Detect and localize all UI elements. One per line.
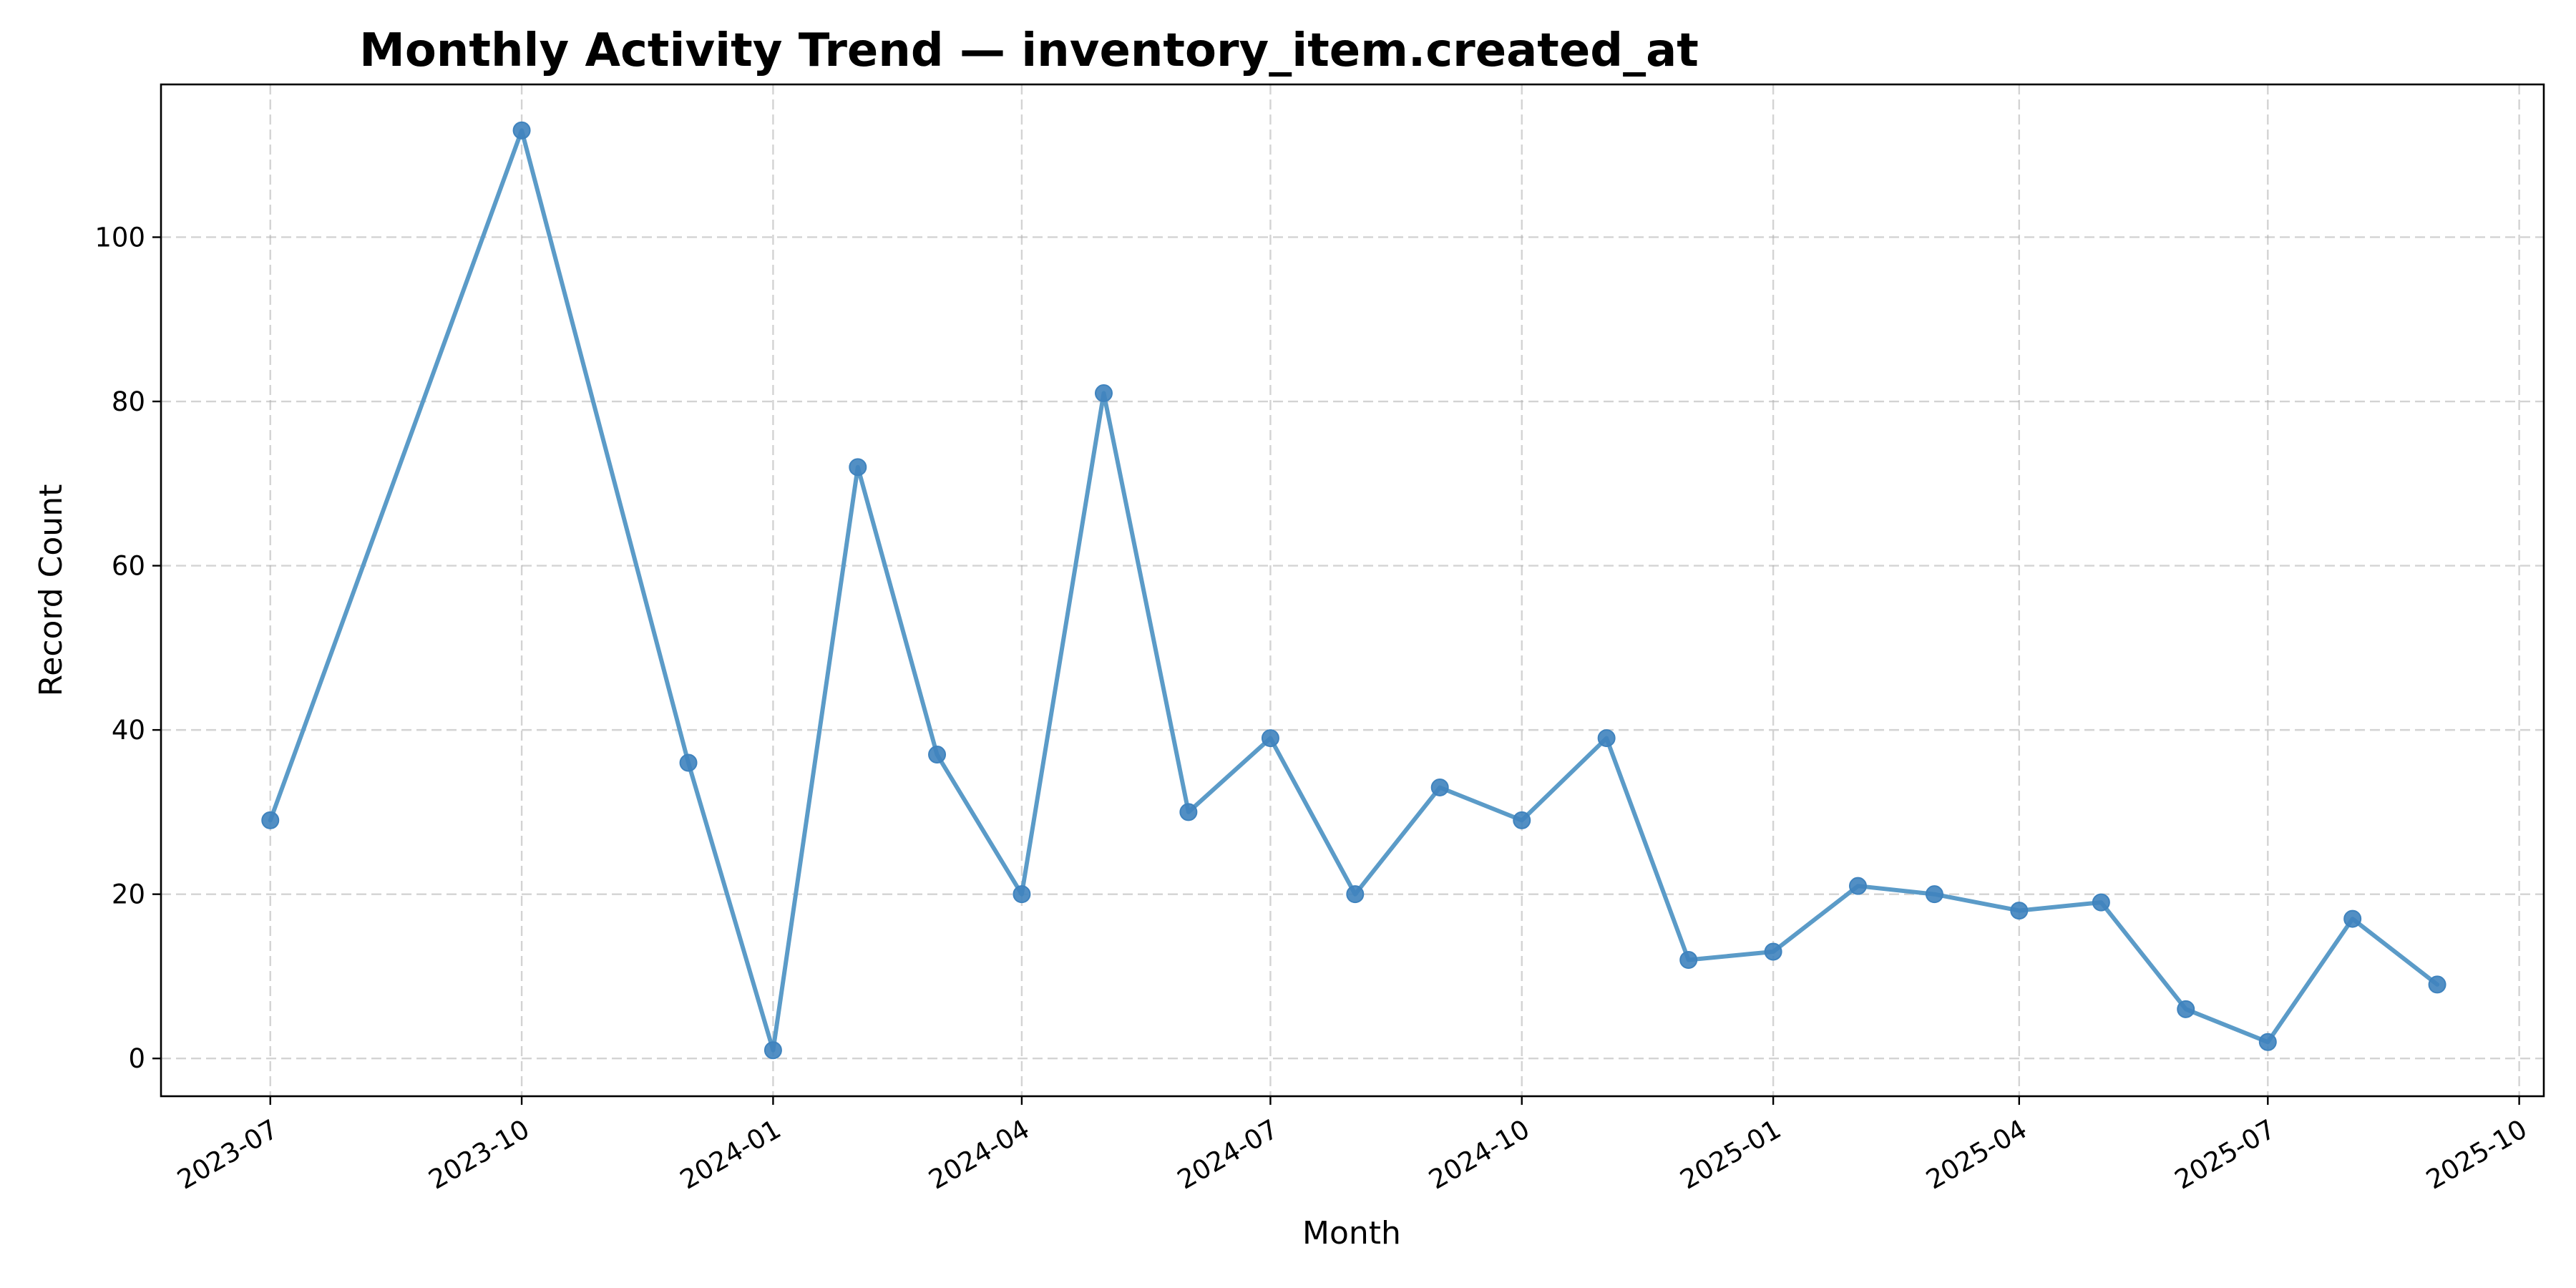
data-point [1764, 942, 1782, 961]
data-point [1261, 729, 1279, 748]
data-series [261, 121, 2446, 1060]
data-point [2428, 975, 2446, 994]
data-point [1597, 729, 1616, 748]
grid-lines [161, 84, 2544, 1096]
data-point [2177, 1000, 2195, 1018]
data-point [1848, 877, 1867, 895]
data-point [2343, 909, 2362, 928]
y-tick-label: 80 [112, 386, 145, 417]
data-point [1346, 885, 1365, 904]
y-axis-label: Record Count [33, 484, 69, 697]
plot-area-frame [160, 83, 2545, 1098]
data-point [1013, 885, 1031, 904]
data-point [679, 753, 698, 772]
x-axis-label: Month [1302, 1215, 1401, 1252]
data-point [849, 458, 867, 477]
data-point [1179, 803, 1198, 821]
y-tick-label: 0 [128, 1043, 145, 1074]
data-point [2092, 893, 2110, 912]
y-tick-label: 60 [112, 551, 145, 582]
series-line [268, 128, 2440, 1053]
data-point [1679, 950, 1698, 969]
y-tick-label: 40 [112, 715, 145, 746]
data-point [1925, 885, 1943, 904]
data-point [928, 746, 947, 764]
data-point [1430, 778, 1449, 796]
data-point [1094, 384, 1113, 403]
y-tick-label: 20 [112, 879, 145, 910]
data-point [512, 121, 531, 140]
y-tick-label: 100 [94, 222, 145, 253]
data-point [2010, 902, 2029, 920]
data-point [1513, 811, 1531, 829]
chart-title: Monthly Activity Trend — inventory_item.… [359, 24, 1699, 77]
data-point [2258, 1033, 2277, 1051]
data-point [261, 811, 280, 829]
data-point [763, 1041, 782, 1060]
